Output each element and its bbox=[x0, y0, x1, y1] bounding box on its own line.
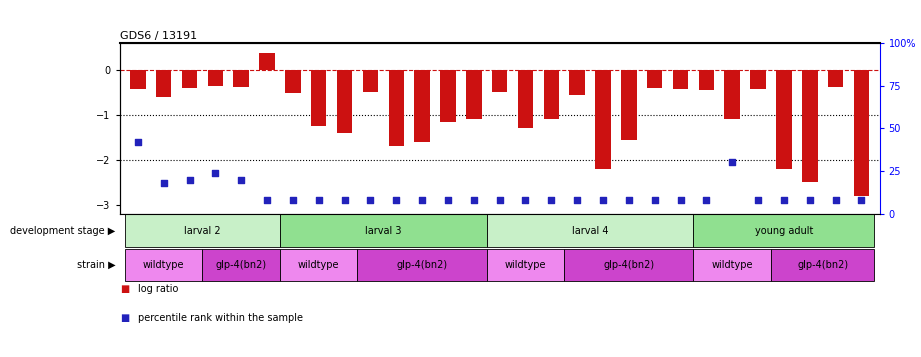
Bar bbox=[203, 248, 280, 281]
Point bbox=[337, 197, 352, 203]
Bar bbox=[466, 70, 482, 119]
Bar bbox=[776, 70, 792, 169]
Bar bbox=[771, 248, 874, 281]
Bar bbox=[440, 70, 456, 121]
Text: larval 4: larval 4 bbox=[572, 226, 609, 236]
Text: glp-4(bn2): glp-4(bn2) bbox=[603, 260, 655, 270]
Bar bbox=[286, 70, 300, 93]
Bar bbox=[486, 248, 565, 281]
Point bbox=[157, 180, 171, 186]
Bar bbox=[565, 248, 694, 281]
Text: development stage ▶: development stage ▶ bbox=[10, 226, 115, 236]
Point bbox=[492, 197, 507, 203]
Bar bbox=[569, 70, 585, 95]
Bar bbox=[181, 70, 197, 88]
Bar bbox=[233, 70, 249, 87]
Bar bbox=[828, 70, 844, 87]
Bar bbox=[595, 70, 611, 169]
Text: glp-4(bn2): glp-4(bn2) bbox=[216, 260, 267, 270]
Point bbox=[596, 197, 611, 203]
Text: glp-4(bn2): glp-4(bn2) bbox=[798, 260, 848, 270]
Text: strain ▶: strain ▶ bbox=[76, 260, 115, 270]
Point bbox=[363, 197, 378, 203]
Bar bbox=[207, 70, 223, 86]
Bar bbox=[699, 70, 714, 90]
Text: larval 3: larval 3 bbox=[365, 226, 402, 236]
Point bbox=[673, 197, 688, 203]
Text: GDS6 / 13191: GDS6 / 13191 bbox=[120, 31, 197, 41]
Point bbox=[182, 177, 197, 182]
Bar bbox=[492, 70, 507, 92]
Point bbox=[519, 197, 533, 203]
Point bbox=[466, 197, 481, 203]
Text: ■: ■ bbox=[120, 284, 129, 294]
Text: wildtype: wildtype bbox=[505, 260, 546, 270]
Text: wildtype: wildtype bbox=[298, 260, 340, 270]
Bar bbox=[363, 70, 379, 92]
Text: glp-4(bn2): glp-4(bn2) bbox=[397, 260, 448, 270]
Point bbox=[699, 197, 714, 203]
Point bbox=[440, 197, 455, 203]
Point bbox=[751, 197, 765, 203]
Point bbox=[776, 197, 791, 203]
Bar bbox=[260, 53, 274, 70]
Point bbox=[208, 170, 223, 176]
Bar bbox=[125, 248, 203, 281]
Bar bbox=[280, 214, 486, 247]
Bar bbox=[802, 70, 818, 182]
Point bbox=[234, 177, 249, 182]
Point bbox=[286, 197, 300, 203]
Point bbox=[802, 197, 817, 203]
Bar bbox=[673, 70, 688, 89]
Bar bbox=[621, 70, 636, 140]
Point bbox=[389, 197, 403, 203]
Point bbox=[311, 197, 326, 203]
Point bbox=[854, 197, 869, 203]
Bar bbox=[414, 70, 430, 142]
Text: percentile rank within the sample: percentile rank within the sample bbox=[138, 313, 303, 323]
Bar bbox=[694, 248, 771, 281]
Point bbox=[570, 197, 585, 203]
Bar bbox=[156, 70, 171, 97]
Point bbox=[544, 197, 559, 203]
Point bbox=[414, 197, 429, 203]
Bar bbox=[694, 214, 874, 247]
Bar bbox=[751, 70, 766, 89]
Bar bbox=[486, 214, 694, 247]
Bar bbox=[337, 70, 353, 133]
Text: log ratio: log ratio bbox=[138, 284, 179, 294]
Bar bbox=[389, 70, 404, 146]
Point bbox=[260, 197, 274, 203]
Bar bbox=[280, 248, 357, 281]
Bar bbox=[647, 70, 662, 88]
Text: larval 2: larval 2 bbox=[184, 226, 221, 236]
Point bbox=[725, 160, 740, 165]
Bar bbox=[725, 70, 740, 119]
Bar bbox=[518, 70, 533, 128]
Text: young adult: young adult bbox=[754, 226, 813, 236]
Point bbox=[828, 197, 843, 203]
Text: wildtype: wildtype bbox=[143, 260, 184, 270]
Bar bbox=[311, 70, 326, 126]
Point bbox=[647, 197, 662, 203]
Bar bbox=[543, 70, 559, 119]
Point bbox=[131, 139, 146, 145]
Text: ■: ■ bbox=[120, 313, 129, 323]
Text: wildtype: wildtype bbox=[712, 260, 753, 270]
Bar bbox=[130, 70, 146, 89]
Bar bbox=[854, 70, 869, 196]
Bar bbox=[125, 214, 280, 247]
Bar bbox=[357, 248, 486, 281]
Point bbox=[622, 197, 636, 203]
